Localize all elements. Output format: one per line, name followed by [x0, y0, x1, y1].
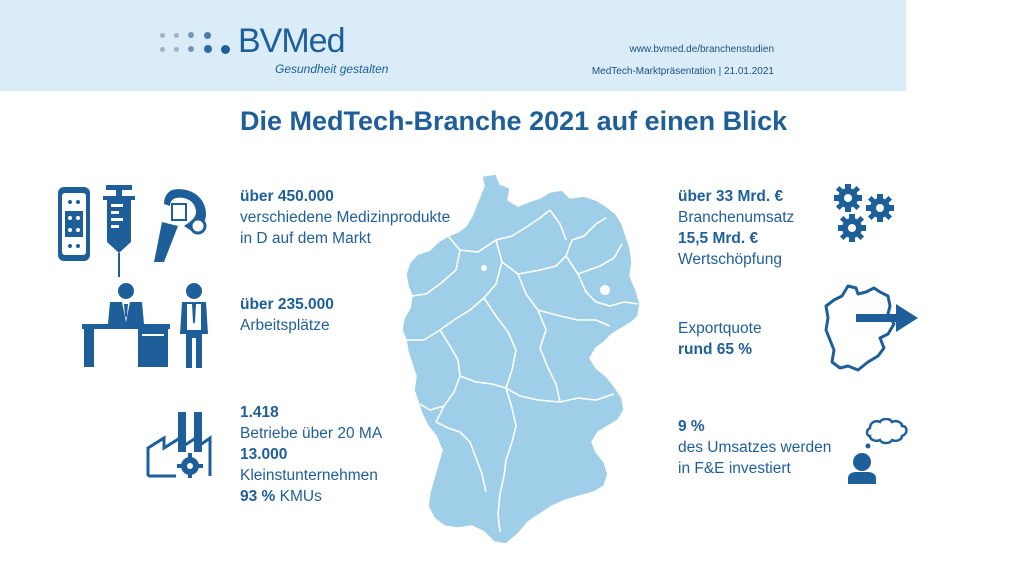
value-added-label: Wertschöpfung: [678, 251, 782, 268]
jobs-value: über 235.000: [240, 296, 334, 313]
companies-value3: 93 %: [240, 488, 276, 505]
export-label: Exportquote: [678, 320, 762, 337]
header-url: www.bvmed.de/branchenstudien: [629, 44, 774, 55]
revenue-stat: über 33 Mrd. € Branchenumsatz 15,5 Mrd. …: [678, 186, 794, 270]
export-map-icon: [824, 284, 918, 372]
products-line1: verschiedene Medizinprodukte: [240, 209, 451, 226]
companies-stat: 1.418 Betriebe über 20 MA 13.000 Kleinst…: [240, 402, 382, 507]
companies-value2: 13.000: [240, 446, 288, 463]
jobs-stat: über 235.000 Arbeitsplätze: [240, 294, 334, 336]
companies-label3: KMUs: [279, 488, 322, 505]
products-stat: über 450.000 verschiedene Medizinprodukt…: [240, 186, 450, 249]
export-stat: Exportquote rund 65 %: [678, 318, 762, 360]
revenue-label: Branchenumsatz: [678, 209, 795, 226]
header-banner: BVMed Gesundheit gestalten www.bvmed.de/…: [0, 0, 906, 91]
page-title: Die MedTech-Branche 2021 auf einen Blick: [240, 106, 788, 136]
export-value: rund 65 %: [678, 341, 753, 358]
syringe-icon: [103, 185, 135, 277]
bandage-icon: [58, 187, 90, 261]
jobs-label: Arbeitsplätze: [240, 317, 330, 334]
brand-tagline: Gesundheit gestalten: [275, 62, 389, 76]
research-value: 9 %: [678, 418, 705, 435]
products-value: über 450.000: [240, 188, 334, 205]
germany-map: [401, 173, 641, 545]
companies-label2: Kleinstunternehmen: [240, 467, 378, 484]
presentation-info: MedTech-Marktpräsentation | 21.01.2021: [591, 66, 774, 77]
gears-icon: [834, 184, 894, 242]
brand-logo: BVMed: [238, 22, 345, 60]
companies-label1: Betriebe über 20 MA: [240, 425, 383, 442]
factory-icon: [146, 412, 212, 478]
research-line2: in F&E investiert: [678, 460, 791, 477]
prosthetic-hand-icon: [154, 189, 207, 262]
thinking-person-icon: [848, 418, 908, 484]
research-stat: 9 % des Umsatzes werden in F&E investier…: [678, 416, 831, 479]
revenue-value: über 33 Mrd. €: [678, 188, 784, 205]
research-line1: des Umsatzes werden: [678, 439, 832, 456]
doctor-icon: [180, 283, 208, 368]
office-worker-icon: [82, 283, 170, 367]
companies-value1: 1.418: [240, 404, 279, 421]
value-added-value: 15,5 Mrd. €: [678, 230, 759, 247]
products-line2: in D auf dem Markt: [240, 230, 371, 247]
